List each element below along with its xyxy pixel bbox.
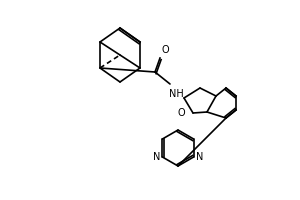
Text: O: O <box>161 45 169 55</box>
Text: O: O <box>177 108 185 118</box>
Text: NH: NH <box>169 89 184 99</box>
Text: N: N <box>153 152 160 162</box>
Text: N: N <box>196 152 203 162</box>
